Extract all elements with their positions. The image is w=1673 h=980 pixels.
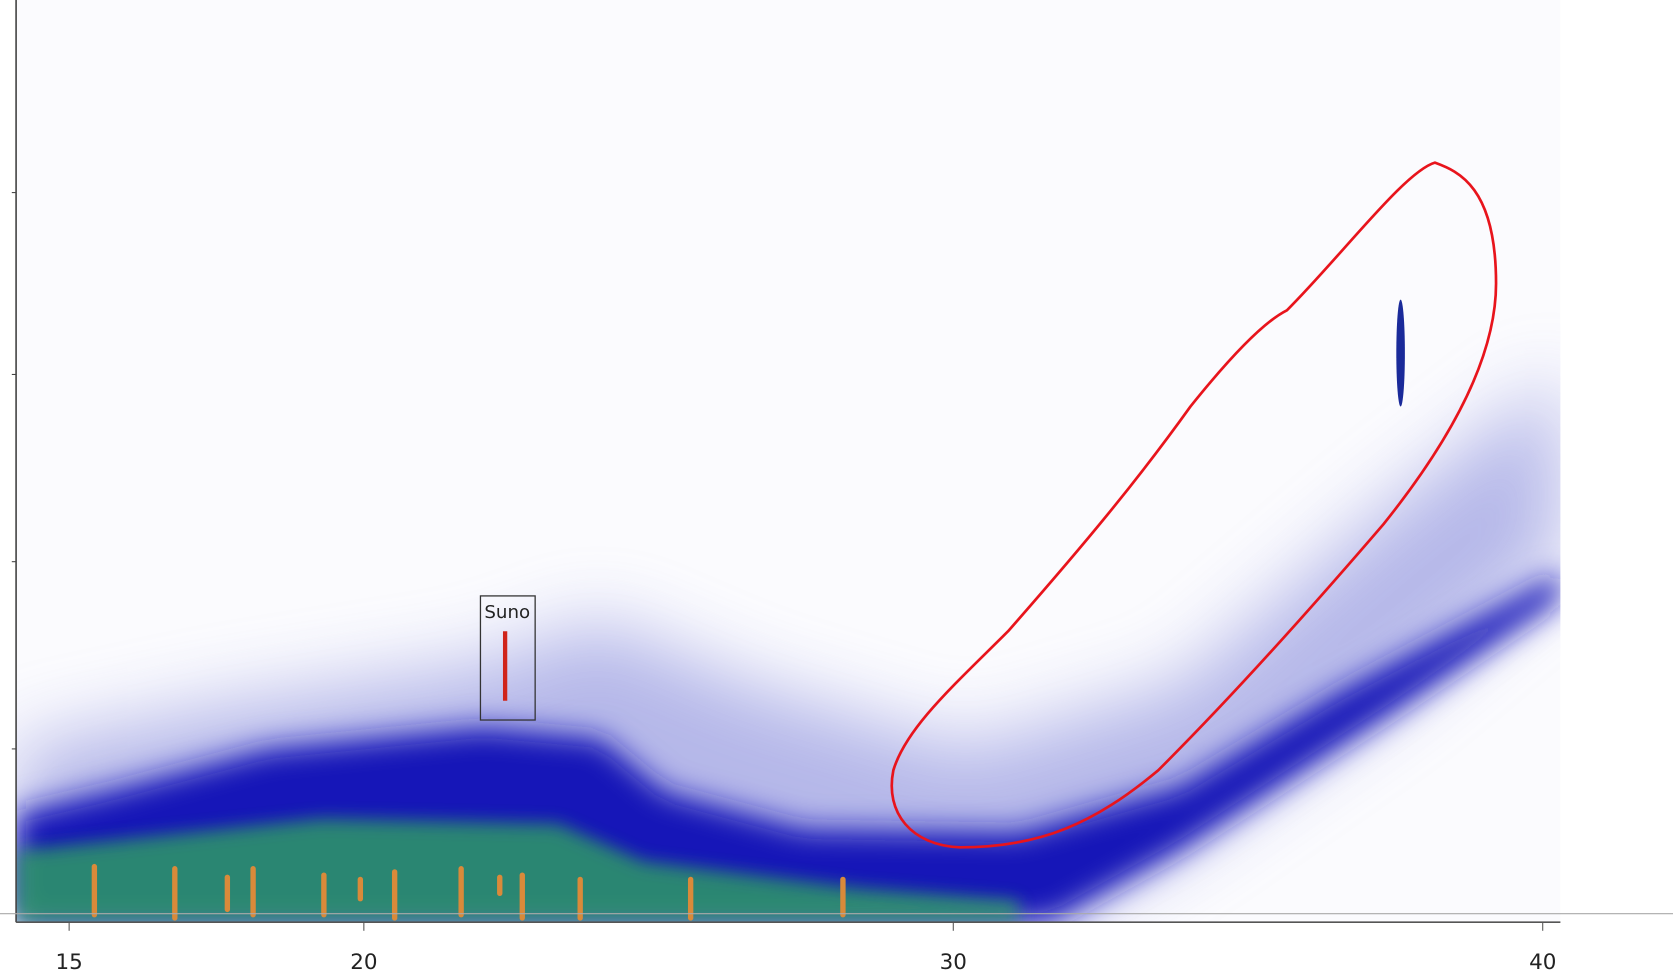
x-tick-label: 15 (55, 950, 82, 975)
highlight-outline (890, 161, 1498, 849)
x-tick-label: 40 (1529, 950, 1556, 975)
x-tick-label: 20 (350, 950, 377, 975)
plot-area (16, 0, 1561, 923)
y-ticks (11, 192, 17, 750)
annotation-box (479, 595, 536, 721)
x-tick-label: 30 (940, 950, 967, 975)
peaks (91, 863, 846, 921)
spot (1396, 299, 1405, 407)
annotation-label: Suno (484, 602, 530, 623)
high-band (16, 818, 1019, 923)
